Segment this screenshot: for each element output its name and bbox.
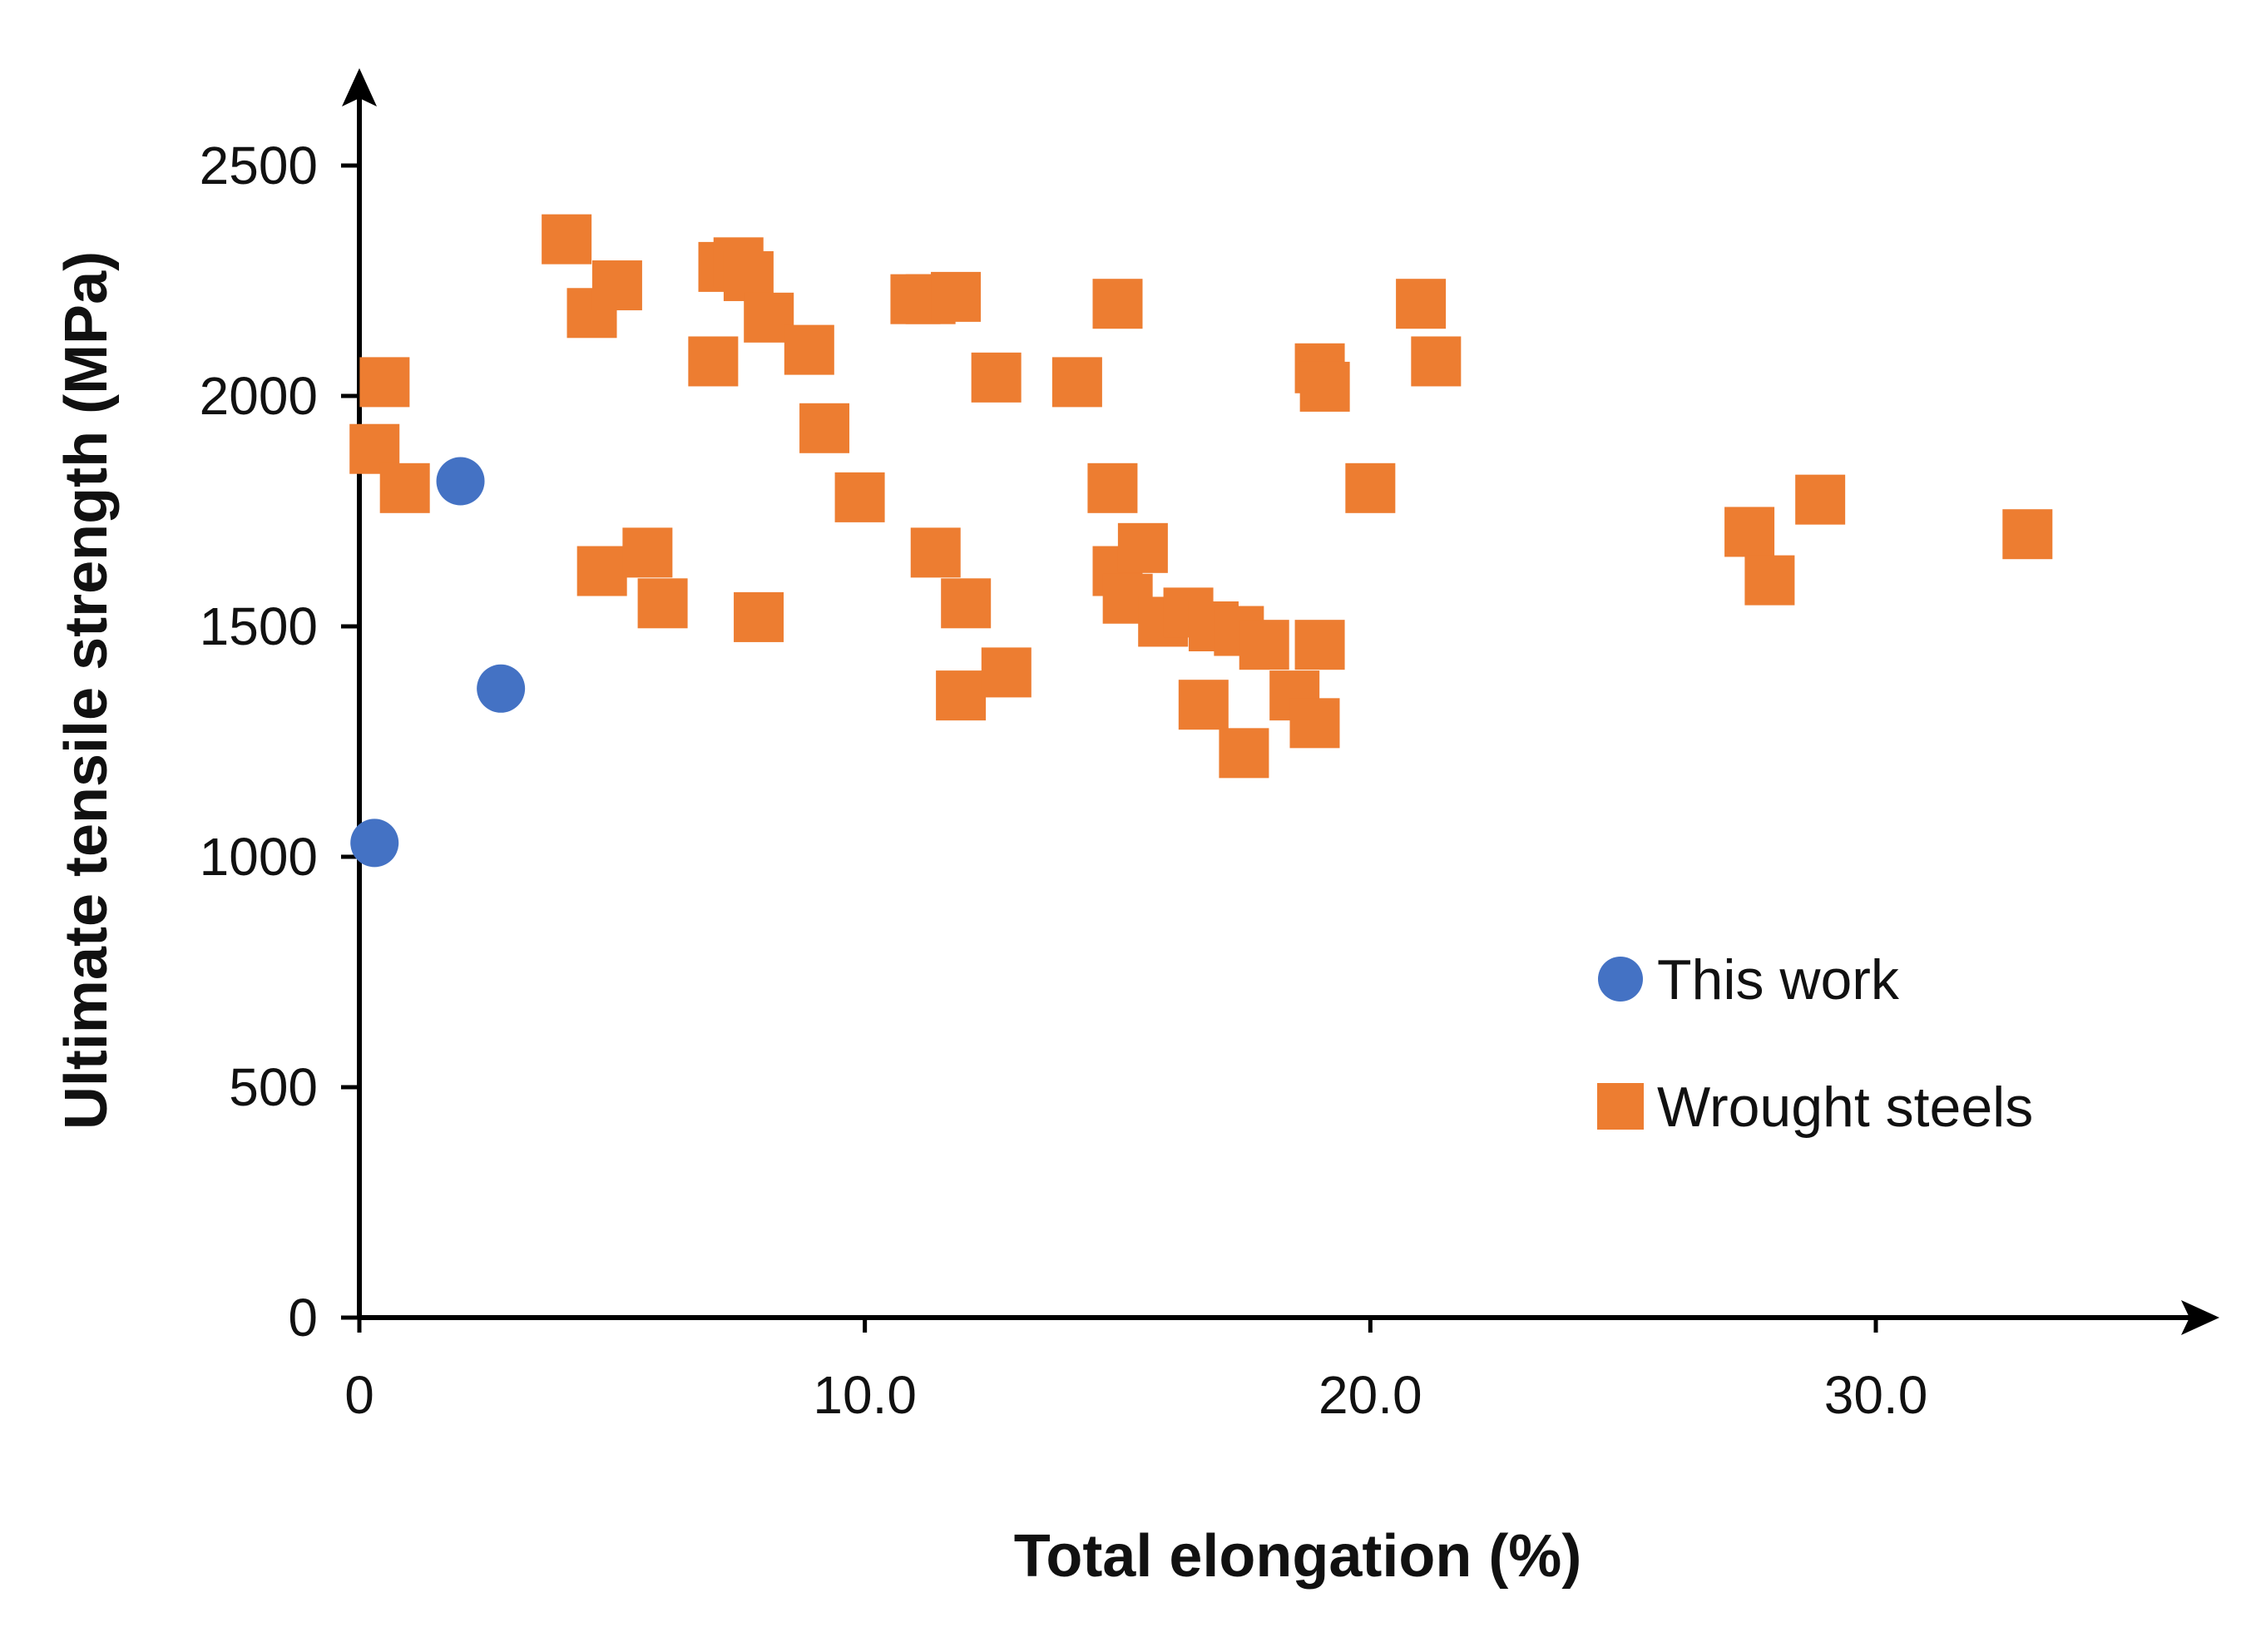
point-wrought-steels [688,336,739,387]
x-tick-label: 20.0 [1318,1365,1422,1425]
point-wrought-steels [799,403,850,453]
point-wrought-steels [359,357,410,408]
point-wrought-steels [1345,462,1396,513]
point-wrought-steels [379,462,430,513]
axis-titles: Total elongation (%) Ultimate tensile st… [53,251,1581,1590]
point-wrought-steels [784,324,834,375]
y-axis-title: Ultimate tensile strength (MPa) [53,251,120,1130]
x-tick-label: 0 [344,1365,374,1425]
legend-label-wrought-steels: Wrought steels [1657,1076,2033,1139]
point-wrought-steels [734,591,784,642]
point-wrought-steels [1294,620,1345,670]
point-wrought-steels [1239,620,1289,670]
legend: This work Wrought steels [1597,948,2033,1139]
point-wrought-steels [936,670,987,721]
legend-marker-this-work [1598,957,1643,1002]
point-wrought-steels [931,271,982,322]
axes [342,68,2219,1335]
point-wrought-steels [910,527,961,578]
data-points [349,214,2053,868]
legend-marker-wrought-steels [1597,1083,1644,1130]
point-wrought-steels [1117,522,1168,573]
x-tick-label: 30.0 [1824,1365,1928,1425]
y-axis-arrowhead [342,68,377,106]
y-tick-label: 1500 [200,596,318,656]
point-wrought-steels [1178,680,1229,730]
point-wrought-steels [542,214,592,265]
point-wrought-steels [1051,357,1102,408]
point-wrought-steels [1724,507,1775,557]
point-wrought-steels [1087,462,1138,513]
point-wrought-steels [941,578,992,629]
point-wrought-steels [622,527,673,578]
point-this-work [350,819,399,868]
point-wrought-steels [834,472,885,522]
x-tick-label: 10.0 [813,1365,917,1425]
point-this-work [436,457,485,506]
ticks: 0 10.0 20.0 30.0 0 500 1000 1500 2000 2500 [200,136,1928,1425]
point-wrought-steels [1299,361,1350,412]
point-wrought-steels [591,260,642,311]
x-axis-arrowhead [2181,1300,2219,1335]
point-wrought-steels [2002,509,2053,560]
point-wrought-steels [1289,698,1340,749]
point-this-work [477,664,526,713]
point-wrought-steels [1795,474,1846,525]
point-wrought-steels [1092,279,1143,329]
point-wrought-steels [1411,336,1462,387]
point-wrought-steels [637,578,688,629]
point-wrought-steels [576,546,627,596]
point-wrought-steels [1744,555,1795,606]
point-wrought-steels [1219,728,1269,779]
y-tick-label: 2000 [200,366,318,426]
y-tick-label: 1000 [200,827,318,887]
y-tick-label: 500 [229,1057,318,1117]
point-wrought-steels [971,352,1022,403]
y-tick-label: 2500 [200,136,318,195]
legend-label-this-work: This work [1657,948,1900,1011]
point-wrought-steels [981,647,1032,698]
y-tick-label: 0 [288,1288,318,1348]
x-axis-title: Total elongation (%) [1014,1523,1582,1590]
point-wrought-steels [1396,279,1447,329]
